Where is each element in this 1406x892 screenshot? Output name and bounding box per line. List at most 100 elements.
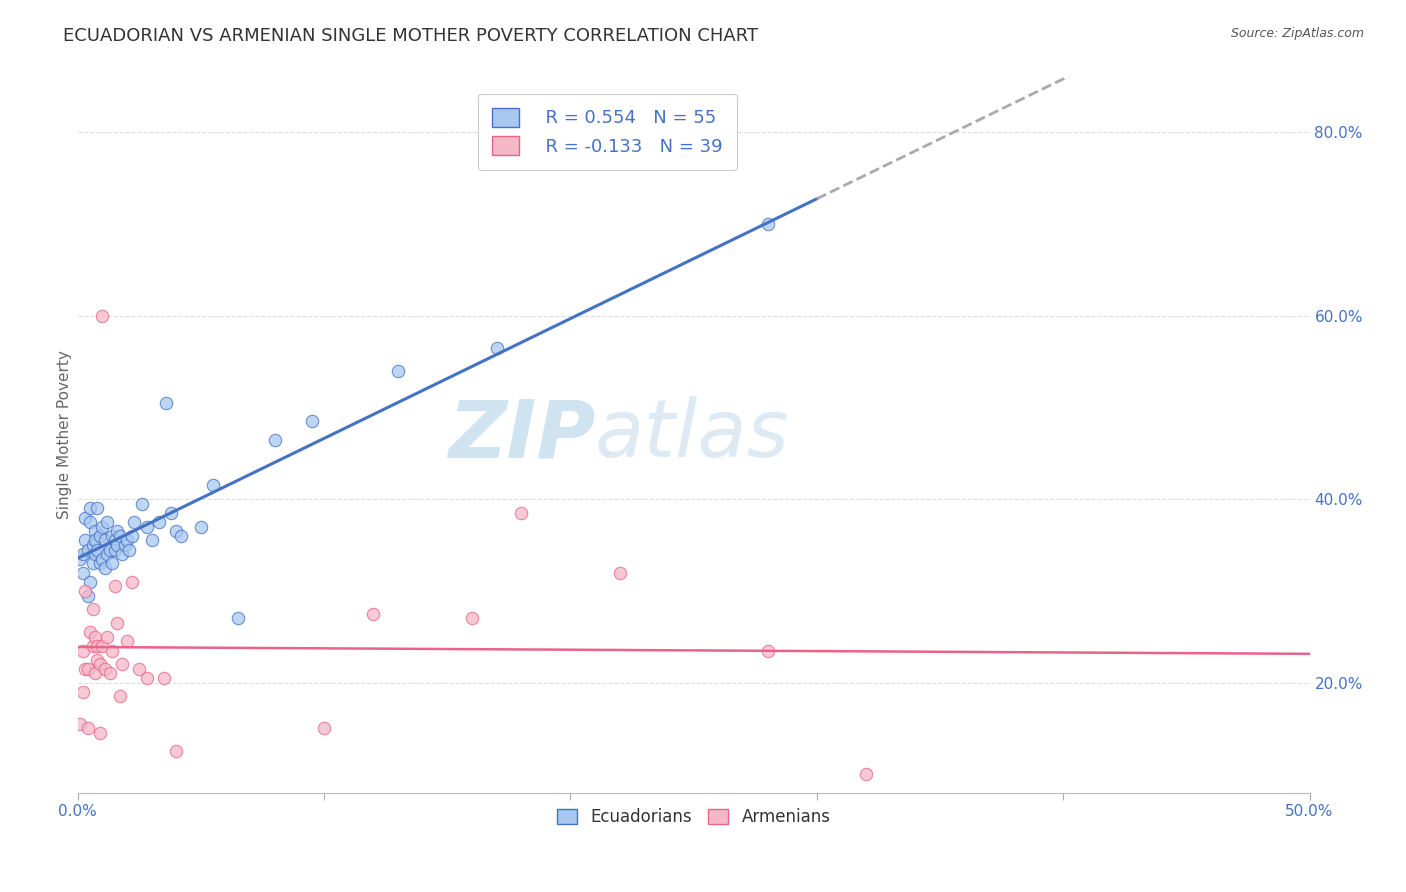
Point: [226, 611, 249, 625]
Point: [76, 662, 98, 676]
Point: [165, 524, 187, 539]
Point: [76, 542, 98, 557]
Point: [79, 515, 101, 529]
Point: [89, 529, 111, 543]
Point: [118, 542, 141, 557]
Point: [91, 520, 114, 534]
Point: [82, 538, 104, 552]
Point: [108, 529, 131, 543]
Text: ECUADORIAN VS ARMENIAN SINGLE MOTHER POVERTY CORRELATION CHART: ECUADORIAN VS ARMENIAN SINGLE MOTHER POV…: [63, 27, 758, 45]
Point: [75, 662, 97, 676]
Point: [84, 533, 107, 548]
Point: [202, 478, 225, 492]
Point: [96, 547, 118, 561]
Point: [155, 396, 177, 410]
Point: [105, 524, 128, 539]
Point: [135, 520, 157, 534]
Point: [86, 501, 108, 516]
Point: [79, 501, 101, 516]
Point: [72, 566, 94, 580]
Point: [190, 520, 212, 534]
Point: [756, 643, 779, 657]
Point: [121, 574, 143, 589]
Text: ZIP: ZIP: [447, 396, 595, 474]
Point: [148, 515, 170, 529]
Text: Source: ZipAtlas.com: Source: ZipAtlas.com: [1230, 27, 1364, 40]
Point: [76, 722, 98, 736]
Point: [105, 538, 128, 552]
Point: [75, 510, 97, 524]
Point: [101, 529, 124, 543]
Point: [91, 551, 114, 566]
Point: [79, 574, 101, 589]
Point: [165, 744, 187, 758]
Point: [82, 602, 104, 616]
Point: [153, 671, 176, 685]
Point: [131, 497, 153, 511]
Point: [101, 557, 124, 571]
Point: [141, 533, 163, 548]
Point: [89, 657, 111, 672]
Point: [94, 662, 117, 676]
Point: [115, 533, 138, 548]
Point: [855, 767, 877, 781]
Point: [79, 625, 101, 640]
Point: [84, 547, 107, 561]
Point: [160, 506, 183, 520]
Point: [91, 309, 114, 323]
Point: [485, 341, 508, 355]
Point: [89, 557, 111, 571]
Point: [98, 666, 121, 681]
Point: [461, 611, 484, 625]
Point: [76, 589, 98, 603]
Point: [121, 529, 143, 543]
Point: [314, 722, 336, 736]
Point: [115, 634, 138, 648]
Point: [84, 630, 107, 644]
Point: [72, 547, 94, 561]
Legend: Ecuadorians, Armenians: Ecuadorians, Armenians: [548, 800, 839, 834]
Point: [96, 515, 118, 529]
Point: [105, 615, 128, 630]
Point: [98, 542, 121, 557]
Point: [363, 607, 385, 621]
Point: [75, 583, 97, 598]
Point: [101, 643, 124, 657]
Point: [94, 533, 117, 548]
Point: [72, 643, 94, 657]
Point: [69, 551, 91, 566]
Point: [609, 566, 631, 580]
Point: [72, 685, 94, 699]
Point: [104, 533, 127, 548]
Point: [756, 217, 779, 231]
Point: [301, 414, 323, 428]
Point: [84, 524, 107, 539]
Point: [387, 364, 409, 378]
Point: [111, 547, 134, 561]
Point: [75, 533, 97, 548]
Point: [84, 666, 107, 681]
Point: [89, 726, 111, 740]
Point: [114, 538, 136, 552]
Point: [104, 579, 127, 593]
Point: [82, 557, 104, 571]
Point: [263, 433, 285, 447]
Point: [124, 515, 146, 529]
Point: [96, 630, 118, 644]
Point: [86, 653, 108, 667]
Point: [108, 690, 131, 704]
Point: [82, 639, 104, 653]
Point: [135, 671, 157, 685]
Point: [170, 529, 193, 543]
Point: [510, 506, 533, 520]
Point: [86, 542, 108, 557]
Text: atlas: atlas: [595, 396, 790, 474]
Point: [104, 542, 127, 557]
Point: [91, 639, 114, 653]
Point: [69, 717, 91, 731]
Point: [111, 657, 134, 672]
Point: [94, 561, 117, 575]
Y-axis label: Single Mother Poverty: Single Mother Poverty: [58, 351, 72, 519]
Point: [128, 662, 150, 676]
Point: [86, 639, 108, 653]
